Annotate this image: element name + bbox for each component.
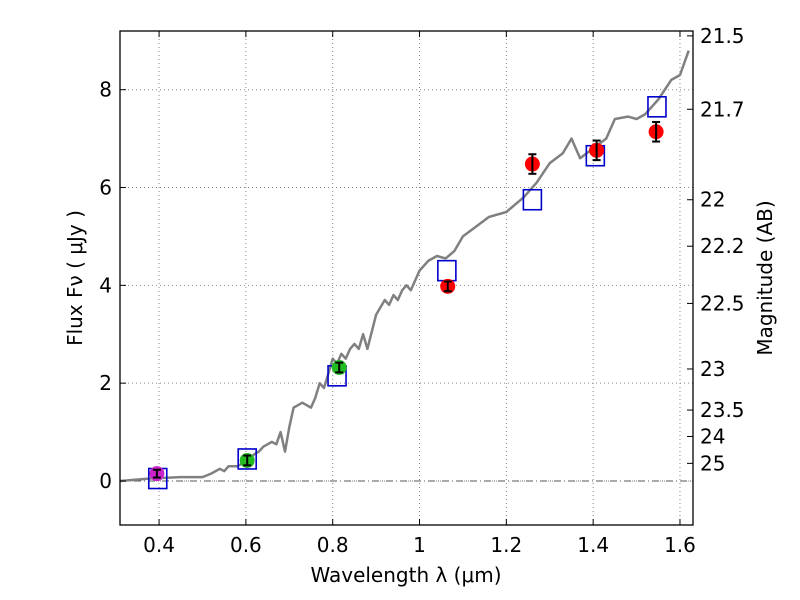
right-axis-label: Magnitude (AB) <box>753 200 777 355</box>
observed-photometry <box>149 120 664 482</box>
x-axis-label: Wavelength λ (μm) <box>310 563 501 587</box>
model-spectrum <box>119 50 690 483</box>
model-photometry-box <box>647 96 667 118</box>
right-tick-label: 23 <box>700 357 725 381</box>
y-tick-label: 6 <box>99 176 112 200</box>
model-photometry-box <box>522 188 543 211</box>
right-tick-label: 21.5 <box>700 24 745 48</box>
plot-frame <box>119 30 694 526</box>
x-tick-label: 0.4 <box>143 533 175 557</box>
x-tick-label: 1 <box>413 533 426 557</box>
right-tick-label: 23.5 <box>700 398 745 422</box>
x-tick-label: 1.6 <box>664 533 696 557</box>
x-tick-label: 1.2 <box>490 533 522 557</box>
x-tick-label: 0.6 <box>230 533 262 557</box>
right-tick-label: 21.7 <box>700 97 745 121</box>
model-spectrum-line <box>119 50 690 483</box>
y-tick-label: 0 <box>99 469 112 493</box>
plot-background <box>120 31 693 525</box>
x-tick-label: 0.8 <box>317 533 349 557</box>
y-axis-label: Flux Fν ( μJy ) <box>63 210 87 346</box>
y-tick-label: 4 <box>99 273 112 297</box>
y-tick-label: 2 <box>99 371 112 395</box>
model-photometry-box <box>237 448 257 470</box>
right-tick-label: 22 <box>700 188 725 212</box>
right-tick-label: 22.2 <box>700 234 745 258</box>
x-tick-label: 1.4 <box>577 533 609 557</box>
right-tick-label: 24 <box>700 424 725 448</box>
right-tick-label: 22.5 <box>700 291 745 315</box>
right-tick-label: 25 <box>700 451 725 475</box>
y-tick-label: 8 <box>99 78 112 102</box>
axis-ticks: 0.4 0.6 0.8 1 1.2 1.4 1.60246821.521.72222.222… <box>99 24 744 557</box>
